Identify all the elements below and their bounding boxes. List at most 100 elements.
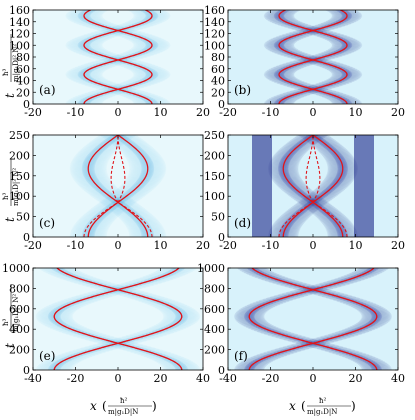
trajectory-dashed [83,10,153,104]
y-tick-label: 80 [16,51,30,64]
y-tick-label: 250 [204,129,225,142]
x-tick-label: -40 [24,372,42,385]
x-tick-label: -40 [219,372,237,385]
y-label-frac-den: m|g₁D|² N² [12,168,20,206]
x-tick-label: 10 [154,239,168,252]
density-blob [38,268,76,271]
trajectory-dashed [53,268,183,370]
panel-label: (c) [39,216,55,230]
y-tick-label: 250 [9,129,30,142]
density-blob [236,268,268,271]
y-tick-label: 0 [23,364,30,377]
y-tick-label: 1000 [197,262,225,275]
x-tick-label: 10 [349,239,363,252]
heatmap-density [69,135,167,237]
y-tick-label: 100 [204,190,225,203]
y-tick-label: 100 [9,190,30,203]
trajectory-dashed [117,135,153,237]
y-tick-label: 200 [204,149,225,162]
heatmap-background [33,268,203,370]
heatmap-density [233,268,393,370]
x-label-frac-den: m|g₁D|N [307,408,337,416]
trajectory-solid [311,135,344,237]
trajectory-dashed [83,135,119,237]
panel-label: (a) [39,83,56,97]
x-tick-label: 0 [310,372,317,385]
y-tick-label: 140 [204,16,225,29]
y-tick-label: 0 [218,231,225,244]
heatmap-background [33,135,203,237]
x-tick-label: -10 [262,106,280,119]
x-tick-label: -20 [219,239,237,252]
panel-label: (b) [234,83,251,97]
x-tick-label: -20 [219,106,237,119]
density-blob [160,268,198,271]
y-tick-label: 150 [9,170,30,183]
y-tick-label: 200 [9,344,30,357]
heatmap-background [33,10,203,104]
x-tick-label: -20 [67,372,85,385]
density-core [172,268,186,270]
density-blob [358,268,390,271]
x-tick-label: 40 [196,372,210,385]
y-label-frac-den: m|g₁D|² N² [12,44,20,82]
y-label-t: t [3,93,17,98]
y-tick-label: 60 [16,63,30,76]
y-tick-label: 600 [9,303,30,316]
x-tick-label: 20 [196,239,210,252]
y-axis-label-row1: t ħ³ m|g₁D|² N² [2,34,20,98]
x-tick-label: 20 [391,239,405,252]
y-axis-label-row2: t ħ³ m|g₁D|² N² [2,158,20,222]
y-label-frac-num: ħ³ [2,68,10,76]
x-label-frac-den: m|g₁D|N [108,408,138,416]
heatmap-background [228,10,398,104]
svg-text:): ) [351,399,356,413]
y-tick-label: 600 [204,303,225,316]
x-label-frac-num: ħ² [120,397,128,405]
x-label-x: x [90,399,97,413]
density-blob [270,10,301,13]
trajectory-dashed [278,10,348,104]
y-axis-label-row3: t ħ³ m|g₁D|² N² [2,284,20,348]
trajectory-dashed [248,268,378,370]
trajectory-dashed [278,135,314,237]
y-label-t: t [3,217,17,222]
y-tick-label: 50 [211,211,225,224]
y-tick-label: 0 [23,231,30,244]
x-axis-label-right: x ( ħ² m|g₁D|N ) [289,397,356,416]
y-tick-label: 0 [218,364,225,377]
y-tick-label: 800 [204,282,225,295]
trajectory-dashed [312,135,348,237]
y-label-frac-num: ħ³ [2,318,10,326]
heatmap-density [65,10,171,104]
y-tick-label: 160 [204,4,225,17]
y-tick-label: 400 [9,323,30,336]
x-tick-label: 0 [115,239,122,252]
x-tick-label: 0 [310,106,317,119]
x-tick-label: 40 [391,372,405,385]
x-tick-label: 10 [349,106,363,119]
trajectory-dashed [53,268,183,370]
y-tick-label: 0 [218,98,225,111]
y-tick-label: 40 [211,75,225,88]
density-blob [325,10,356,13]
y-tick-label: 200 [204,344,225,357]
y-tick-label: 200 [9,149,30,162]
heatmap-density [35,268,201,370]
y-tick-label: 0 [23,98,30,111]
trajectory-solid [282,135,315,237]
y-tick-label: 160 [9,4,30,17]
density-core [50,268,64,270]
x-tick-label: 20 [349,372,363,385]
y-tick-label: 150 [204,170,225,183]
y-tick-label: 80 [211,51,225,64]
x-tick-label: 0 [310,239,317,252]
y-tick-label: 100 [9,39,30,52]
trajectory-dashed [248,268,378,370]
x-tick-label: -20 [24,239,42,252]
